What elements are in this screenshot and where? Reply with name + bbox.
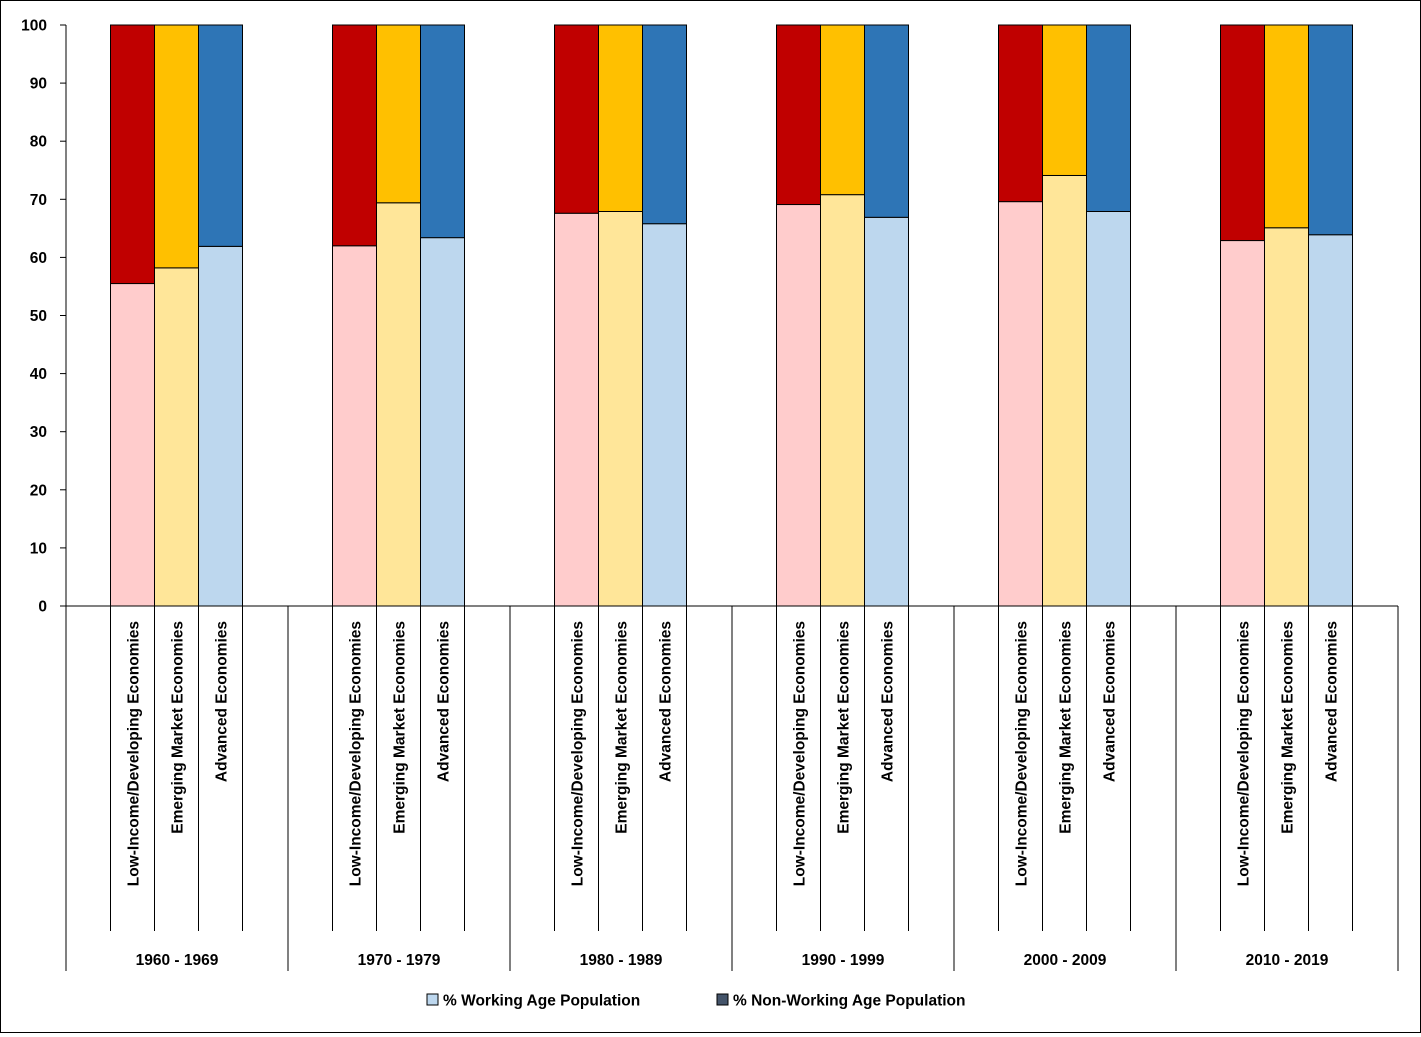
non-working-age-bar-1-3 [198,24,243,247]
non-working-age-bar-3-2 [598,24,643,213]
category-label-4-1: Low-Income/Developing Economies [792,621,809,886]
non-working-age-bar-3-1 [554,24,599,214]
y-tick-label: 70 [30,192,47,209]
non-working-age-bar-5-2 [1042,24,1087,176]
category-label-6-3: Advanced Economies [1324,621,1341,782]
category-label-2-2: Emerging Market Economies [392,621,409,834]
category-label-2-3: Advanced Economies [436,621,453,782]
category-label-6-2: Emerging Market Economies [1280,621,1297,834]
working-age-bar-2-3 [420,237,465,607]
category-label-1-1: Low-Income/Developing Economies [126,621,143,886]
category-label-5-3: Advanced Economies [1102,621,1119,782]
y-tick-label: 0 [38,599,47,616]
group-label-2: 1970 - 1979 [358,952,441,969]
category-label-3-2: Emerging Market Economies [614,621,631,834]
axes-layer: Low-Income/Developing Economies Emerging … [21,18,1399,971]
non-working-age-bar-4-2 [820,24,865,196]
non-working-age-bar-4-1 [776,24,821,206]
non-working-age-bar-5-3 [1086,24,1131,213]
legend-label-1: % Working Age Population [443,993,640,1010]
working-age-bar-5-2 [1042,174,1087,607]
working-age-bar-1-2 [154,267,199,607]
category-label-3-1: Low-Income/Developing Economies [570,621,587,886]
working-age-bar-3-1 [554,212,599,607]
legend-swatch-2 [716,993,729,1006]
working-age-bar-4-3 [864,216,909,607]
bars-layer [110,24,1353,607]
y-tick-label: 40 [30,366,47,383]
y-tick-label: 90 [30,76,47,93]
non-working-age-bar-1-2 [154,24,199,269]
group-label-5: 2000 - 2009 [1024,952,1107,969]
group-label-1: 1960 - 1969 [136,952,219,969]
working-age-bar-6-3 [1308,234,1353,607]
category-label-5-1: Low-Income/Developing Economies [1014,621,1031,886]
category-label-6-1: Low-Income/Developing Economies [1236,621,1253,886]
legend-swatch-1 [426,993,439,1006]
working-age-bar-3-3 [642,223,687,607]
y-tick-label: 60 [30,250,47,267]
group-label-3: 1980 - 1989 [580,952,663,969]
working-age-bar-6-2 [1264,227,1309,607]
working-age-bar-5-1 [998,201,1043,607]
working-age-bar-4-1 [776,204,821,607]
legend: % Working Age Population % Non-Working Ag… [426,993,966,1010]
category-label-3-3: Advanced Economies [658,621,675,782]
category-label-4-3: Advanced Economies [880,621,897,782]
working-age-bar-5-3 [1086,211,1131,607]
non-working-age-bar-2-1 [332,24,377,247]
working-age-bar-2-1 [332,245,377,607]
non-working-age-bar-6-2 [1264,24,1309,229]
group-label-6: 2010 - 2019 [1246,952,1329,969]
non-working-age-bar-4-3 [864,24,909,218]
y-tick-label: 10 [30,540,47,557]
y-tick-label: 80 [30,134,47,151]
non-working-age-bar-2-2 [376,24,421,204]
working-age-bar-1-1 [110,283,155,607]
working-age-bar-1-3 [198,245,243,607]
category-label-1-2: Emerging Market Economies [170,621,187,834]
category-label-1-3: Advanced Economies [214,621,231,782]
category-label-5-2: Emerging Market Economies [1058,621,1075,834]
legend-label-2: % Non-Working Age Population [733,993,966,1010]
non-working-age-bar-3-3 [642,24,687,225]
y-tick-label: 30 [30,424,47,441]
group-label-4: 1990 - 1999 [802,952,885,969]
y-tick-label: 100 [21,18,47,35]
working-age-bar-2-2 [376,202,421,607]
y-tick-label: 20 [30,482,47,499]
non-working-age-bar-6-3 [1308,24,1353,236]
working-age-bar-6-1 [1220,240,1265,607]
y-tick-label: 50 [30,308,47,325]
non-working-age-bar-1-1 [110,24,155,285]
category-label-4-2: Emerging Market Economies [836,621,853,834]
working-age-bar-3-2 [598,211,643,607]
category-label-2-1: Low-Income/Developing Economies [348,621,365,886]
non-working-age-bar-5-1 [998,24,1043,203]
non-working-age-bar-2-3 [420,24,465,239]
working-age-bar-4-2 [820,194,865,607]
non-working-age-bar-6-1 [1220,24,1265,242]
